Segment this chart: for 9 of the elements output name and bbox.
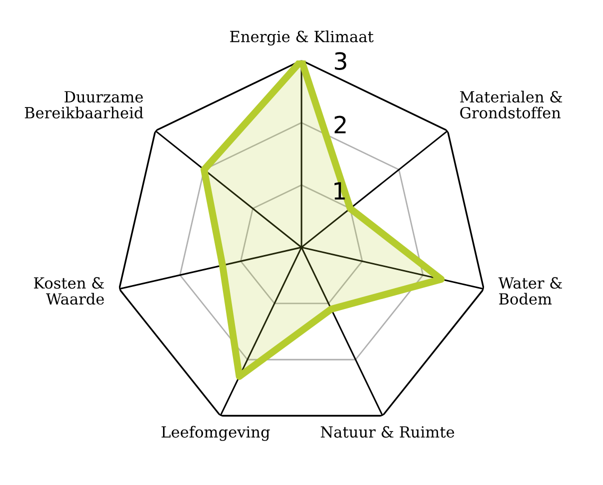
spoke-label: Natuur & Ruimte	[320, 426, 454, 438]
y-tick-label: 3	[334, 52, 346, 70]
spoke-label: Kosten & Waarde	[34, 277, 104, 305]
spoke-label: Energie & Klimaat	[230, 30, 374, 46]
spoke-label: Materialen & Grondstoffen	[460, 90, 562, 119]
spoke-label: Leefomgeving	[162, 426, 270, 441]
spoke-label: Duurzame Bereikbaarheid	[24, 91, 144, 119]
spoke-label: Water & Bodem	[498, 277, 562, 305]
y-tick-label: 2	[334, 116, 346, 134]
